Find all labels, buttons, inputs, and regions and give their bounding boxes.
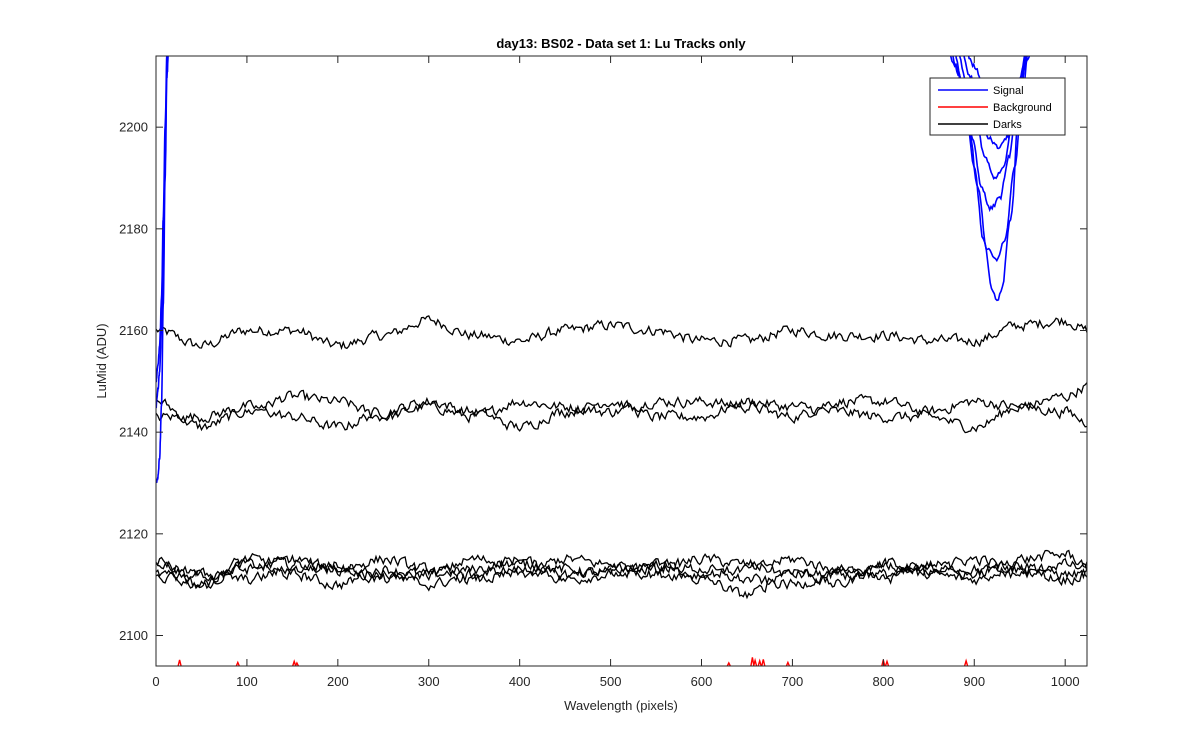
- x-tick-label: 600: [691, 674, 713, 689]
- axes-box: [155, 55, 1088, 667]
- background-spike-12: [884, 659, 890, 666]
- legend-label-signal: Signal: [993, 85, 1024, 97]
- x-tick-label: 900: [963, 674, 985, 689]
- legend-label-darks: Darks: [993, 119, 1022, 131]
- x-tick-label: 400: [509, 674, 531, 689]
- background-spike-5: [726, 661, 731, 666]
- legend: Signal Background Darks: [929, 77, 1066, 136]
- darks-trace-2: [156, 382, 1087, 432]
- x-tick-label: 0: [152, 674, 159, 689]
- x-tick-label: 100: [236, 674, 258, 689]
- background-spike-3: [292, 659, 297, 666]
- darks-trace-7: [156, 549, 1087, 592]
- x-tick-label: 500: [600, 674, 622, 689]
- background-spike-2: [235, 660, 240, 666]
- x-tick-label: 700: [782, 674, 804, 689]
- x-tick-label: 300: [418, 674, 440, 689]
- darks-trace-4: [156, 556, 1087, 600]
- x-tick-label: 1000: [1051, 674, 1080, 689]
- y-tick-label: 2180: [119, 221, 148, 236]
- y-tick-label: 2100: [119, 628, 148, 643]
- background-spike-1: [177, 659, 182, 666]
- background-spike-8: [757, 658, 762, 666]
- x-tick-label: 800: [872, 674, 894, 689]
- x-tick-label: 200: [327, 674, 349, 689]
- background-spike-10: [785, 660, 791, 666]
- background-spike-9: [761, 659, 766, 666]
- y-axis: 2100 2120 2140 2160 2180 2200: [119, 120, 1087, 643]
- y-tick-label: 2200: [119, 120, 148, 135]
- y-tick-label: 2140: [119, 425, 148, 440]
- background-spike-4: [294, 661, 300, 666]
- y-axis-label: LuMid (ADU): [94, 323, 109, 398]
- background-spike-7: [752, 657, 758, 666]
- background-spike-6: [750, 657, 755, 666]
- darks-trace-3: [156, 396, 1087, 434]
- x-axis: 0 100 200 300 400 500 600 700 800 900 1000: [152, 56, 1080, 689]
- y-tick-label: 2160: [119, 323, 148, 338]
- darks-trace-6: [156, 553, 1087, 587]
- y-tick-label: 2120: [119, 526, 148, 541]
- chart-title: day13: BS02 - Data set 1: Lu Tracks only: [496, 36, 746, 51]
- background-spike-13: [963, 658, 969, 666]
- x-axis-label: Wavelength (pixels): [564, 698, 678, 713]
- darks-trace-1: [156, 315, 1087, 351]
- signal-curve-3: [156, 56, 168, 383]
- legend-label-background: Background: [993, 102, 1052, 114]
